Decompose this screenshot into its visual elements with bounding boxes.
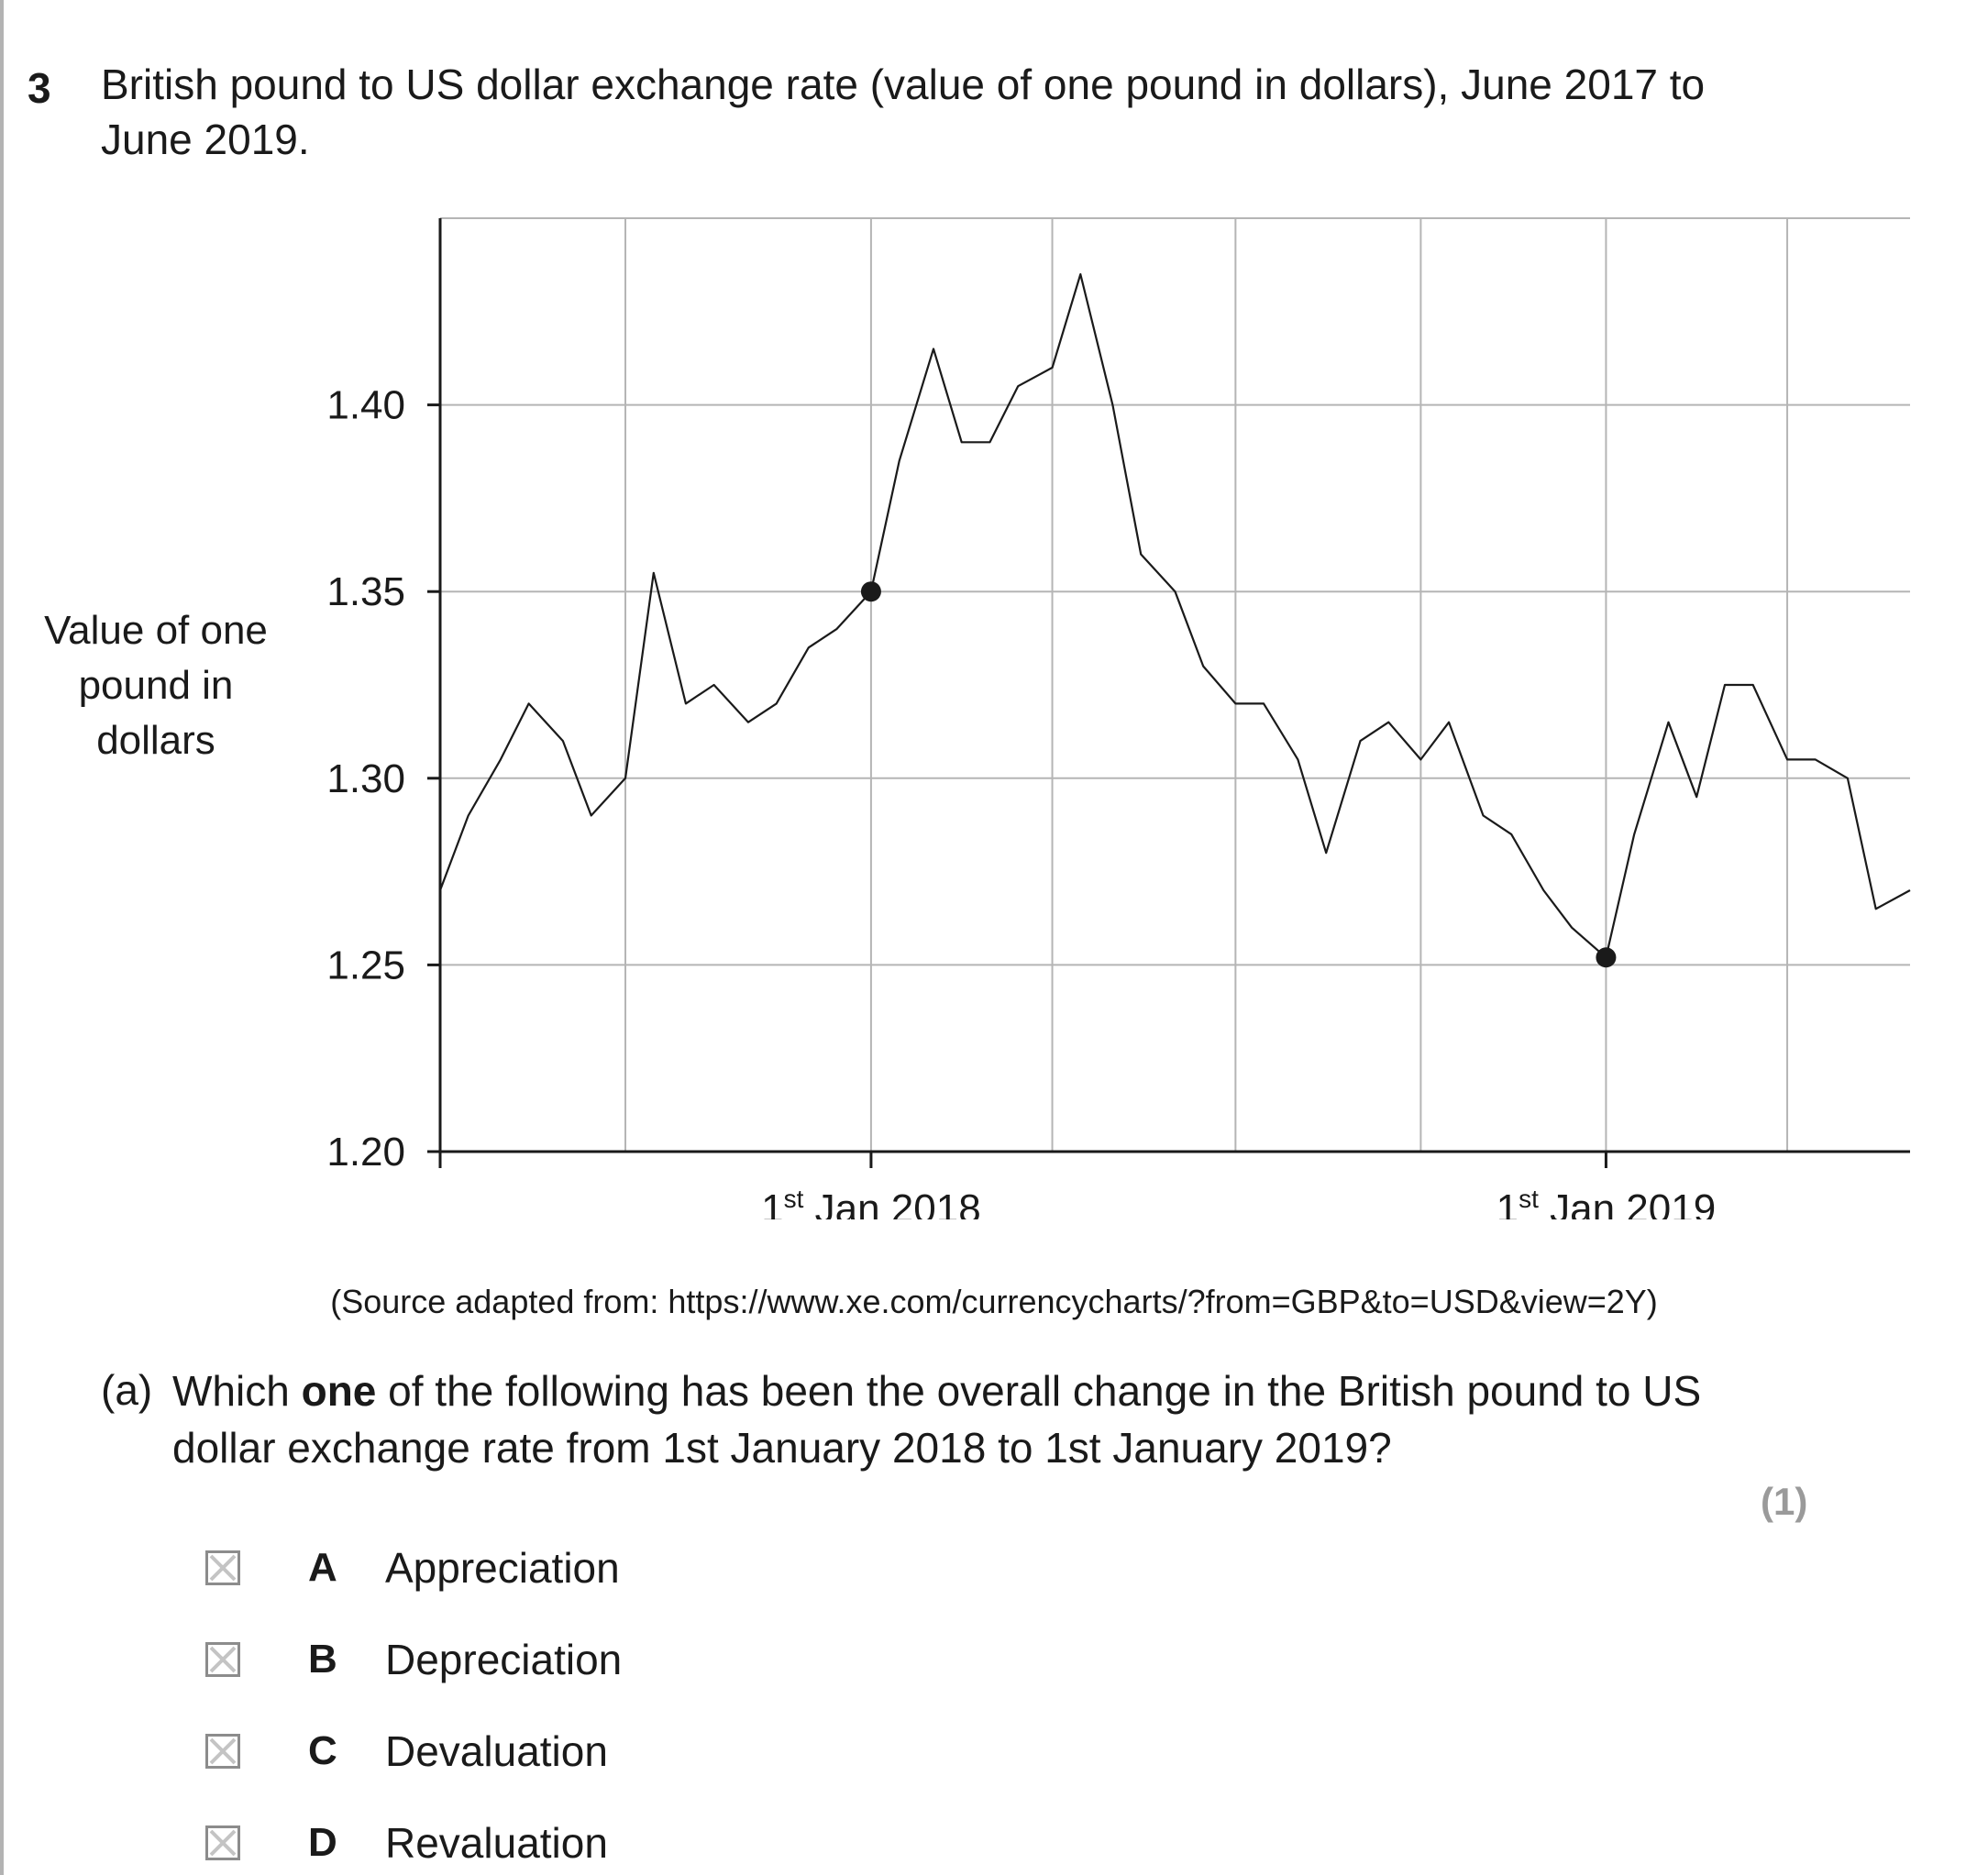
exchange-rate-chart: 1.20 1.25 1.30 1.35 1.40 1st Jan 2018 1st Jan … — [326, 217, 1911, 1219]
answer-checkbox-icon[interactable] — [205, 1825, 240, 1860]
question-title: British pound to US dollar exchange rate… — [101, 61, 1706, 163]
option-letter: D — [308, 1820, 337, 1865]
option-text: Depreciation — [385, 1636, 623, 1683]
page-margin-line — [0, 0, 4, 1875]
part-a-label: (a) — [101, 1366, 153, 1414]
y-tick-label: 1.20 — [326, 1130, 405, 1175]
answer-checkbox-icon[interactable] — [205, 1642, 240, 1677]
y-tick-label: 1.35 — [326, 569, 405, 614]
y-tick-label: 1.30 — [326, 756, 405, 801]
source-citation: (Source adapted from: https://www.xe.com… — [330, 1283, 1658, 1320]
part-a-question: Which one of the following has been the … — [172, 1362, 1731, 1476]
x-tick-label: 1st Jan 2018 — [761, 1185, 981, 1219]
option-a[interactable]: A Appreciation — [205, 1540, 620, 1595]
option-text: Devaluation — [385, 1727, 608, 1775]
part-a-text-after: of the following has been the overall ch… — [172, 1367, 1702, 1472]
highlighted-point — [860, 581, 881, 602]
question-number: 3 — [28, 64, 51, 112]
option-b[interactable]: B Depreciation — [205, 1632, 622, 1687]
exchange-rate-line — [438, 273, 1911, 959]
option-letter: B — [308, 1637, 337, 1682]
answer-checkbox-icon[interactable] — [205, 1734, 240, 1769]
y-tick-label: 1.40 — [326, 383, 405, 428]
option-d[interactable]: D Revaluation — [205, 1815, 608, 1870]
part-a-text-bold: one — [301, 1367, 377, 1415]
option-c[interactable]: C Devaluation — [205, 1724, 608, 1779]
option-text: Revaluation — [385, 1819, 608, 1867]
marks-indicator: (1) — [1761, 1480, 1808, 1523]
x-tick-label: 1st Jan 2019 — [1497, 1185, 1717, 1219]
part-a-text-before: Which — [172, 1367, 302, 1415]
option-letter: C — [308, 1728, 337, 1773]
option-letter: A — [308, 1545, 337, 1590]
y-axis-label: Value of one pound in dollars — [44, 608, 268, 763]
option-text: Appreciation — [385, 1544, 620, 1592]
y-tick-label: 1.25 — [326, 943, 405, 987]
answer-checkbox-icon[interactable] — [205, 1550, 240, 1585]
highlighted-point — [1596, 947, 1617, 968]
